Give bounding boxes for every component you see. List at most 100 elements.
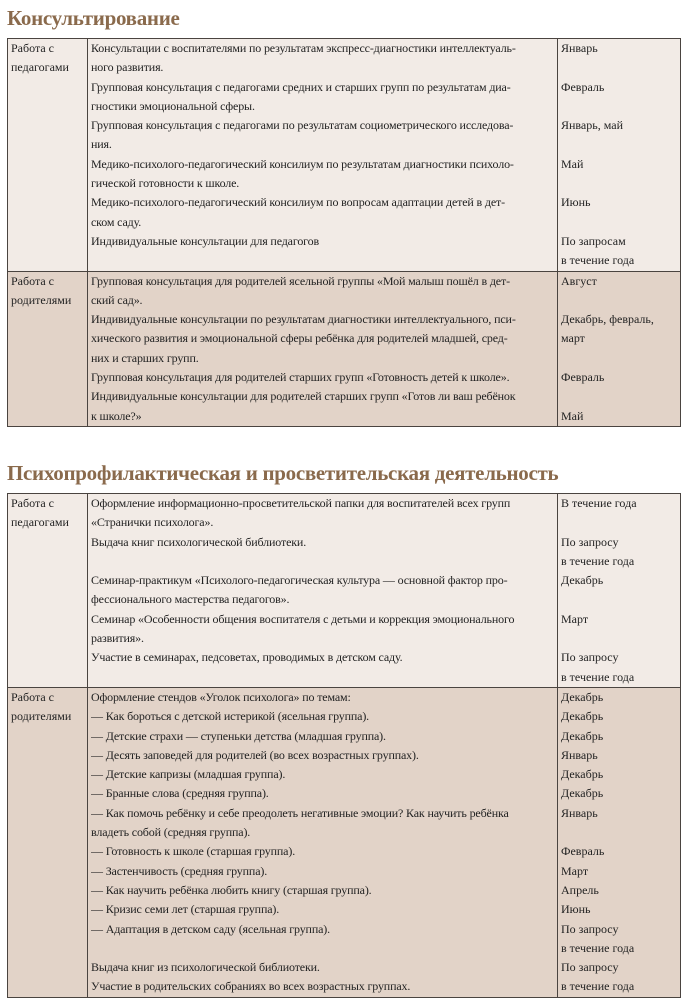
activity-line (91, 939, 554, 958)
audience-cell: Работа с родителями (7, 686, 88, 998)
activity-line: к школе?» (91, 408, 142, 423)
activity-line: Семинар «Особенности общения воспитателя… (91, 611, 515, 626)
timing-line: в течение года (561, 940, 635, 955)
table-row: Работа с родителями Оформление стендов «Уг… (7, 686, 681, 998)
timing-line (561, 513, 677, 532)
timing-line: Декабрь (561, 728, 604, 743)
activity-cell: Групповая консультация для родителей ясе… (87, 270, 558, 427)
activity-line: ский сад». (91, 292, 143, 307)
timing-line: Февраль (561, 844, 605, 859)
timing-line: в течение года (561, 553, 635, 568)
timing-line (561, 97, 677, 116)
activity-line: «Странички психолога». (91, 515, 214, 530)
timing-cell: В течение года По запросу в течение года Де… (557, 493, 681, 688)
activity-line: Групповая консультация с педагогами по р… (91, 118, 514, 133)
timing-line: Апрель (561, 882, 599, 897)
activity-line: развития». (91, 631, 144, 646)
timing-line (561, 174, 677, 193)
activity-line (91, 251, 554, 270)
timing-line: в течение года (561, 979, 635, 994)
timing-line: Июнь (561, 902, 591, 917)
audience-label: педагогами (11, 60, 69, 75)
activity-line: них и старших групп. (91, 350, 199, 365)
table-row: Работа с родителями Групповая консультация… (7, 270, 681, 427)
audience-label: Работа с (11, 273, 54, 288)
activity-line (91, 552, 554, 571)
timing-line: Январь (561, 747, 598, 762)
timing-line: Май (561, 156, 584, 171)
timing-line (561, 349, 677, 368)
timing-line: Декабрь, февраль, (561, 312, 654, 327)
timing-line: Декабрь (561, 786, 604, 801)
timing-line: По запросу (561, 534, 619, 549)
timing-line: Март (561, 863, 589, 878)
activity-line: — Как помочь ребёнку и себе преодолеть н… (91, 805, 509, 820)
activity-line: Участие в родительских собраниях во всех… (91, 979, 411, 994)
activity-line: фессионального мастерства педагогов». (91, 592, 290, 607)
consulting-table: Работа с педагогами Консультации с воспита… (7, 38, 681, 427)
timing-cell: Декабрь Декабрь Декабрь Январь Декабрь Декабр… (557, 686, 681, 998)
activity-line: Выдача книг психологической библиотеки. (91, 534, 307, 549)
activity-line: Оформление информационно-просветительско… (91, 496, 511, 510)
activity-line: ния. (91, 137, 112, 152)
activity-line: Медико-психолого-педагогический консилиу… (91, 156, 514, 171)
activity-line: ного развития. (91, 60, 164, 75)
activity-line: ском саду. (91, 214, 142, 229)
timing-line: Декабрь (561, 767, 604, 782)
activity-line: Медико-психолого-педагогический консилиу… (91, 195, 505, 210)
section-title-consulting: Консультирование (7, 6, 180, 30)
timing-line: По запросам (561, 233, 626, 248)
audience-label: Работа с (11, 689, 54, 704)
activity-line: — Застенчивость (средняя группа). (91, 863, 268, 878)
audience-label: Работа с (11, 41, 54, 55)
audience-label: родителями (11, 292, 72, 307)
timing-line (561, 590, 677, 609)
timing-line (561, 291, 677, 310)
timing-line: Февраль (561, 370, 605, 385)
activity-line: — Детские страхи — ступеньки детства (мл… (91, 728, 386, 743)
activity-line: — Готовность к школе (старшая группа). (91, 844, 296, 859)
timing-line: По запросу (561, 960, 619, 975)
activity-cell: Оформление информационно-просветительско… (87, 493, 558, 688)
timing-line: в течение года (561, 669, 635, 684)
audience-label: родителями (11, 709, 72, 724)
activity-cell: Консультации с воспитателями по результа… (87, 38, 558, 272)
timing-line: По запросу (561, 921, 619, 936)
timing-line (561, 135, 677, 154)
timing-line: Январь (561, 805, 598, 820)
audience-cell: Работа с педагогами (7, 38, 88, 272)
timing-line: Декабрь (561, 709, 604, 724)
timing-line: Январь (561, 41, 598, 55)
activity-line: — Кризис семи лет (старшая группа). (91, 902, 280, 917)
activity-line (91, 668, 554, 687)
activity-line: Выдача книг из психологической библиотек… (91, 960, 320, 975)
timing-line: Август (561, 273, 597, 288)
activity-cell: Оформление стендов «Уголок психолога» по… (87, 686, 558, 998)
timing-line: Декабрь (561, 689, 604, 704)
timing-line: в течение года (561, 253, 635, 268)
audience-label: Работа с (11, 496, 54, 510)
section-title-prevention: Психопрофилактическая и просветительская… (7, 461, 559, 485)
activity-line: гической готовности к школе. (91, 176, 240, 191)
activity-line: владеть собой (средняя группа). (91, 825, 251, 840)
timing-line (561, 823, 677, 842)
activity-line: Групповая консультация для родителей ста… (91, 370, 510, 385)
activity-line: — Как научить ребёнка любить книгу (стар… (91, 882, 372, 897)
activity-line: Индивидуальные консультации для педагого… (91, 233, 320, 248)
timing-cell: Январь Февраль Январь, май Май Июнь По запрос… (557, 38, 681, 272)
prevention-table: Работа с педагогами Оформление информацион… (7, 493, 681, 998)
timing-line: март (561, 331, 585, 346)
activity-line: Групповая консультация для родителей ясе… (91, 273, 510, 288)
activity-line: Индивидуальные консультации по результат… (91, 312, 516, 327)
timing-line: Май (561, 408, 584, 423)
activity-line: Участие в семинарах, педсоветах, проводи… (91, 650, 403, 665)
timing-line: По запросу (561, 650, 619, 665)
activity-line: хического развития и эмоциональной сферы… (91, 331, 508, 346)
activity-line: Групповая консультация с педагогами сред… (91, 79, 511, 94)
timing-line: В течение года (561, 496, 637, 510)
table-row: Работа с педагогами Оформление информацион… (7, 493, 681, 688)
activity-line: — Как бороться с детской истерикой (ясел… (91, 709, 370, 724)
activity-line: — Бранные слова (средняя группа). (91, 786, 269, 801)
activity-line: Индивидуальные консультации для родителе… (91, 389, 516, 404)
audience-cell: Работа с педагогами (7, 493, 88, 688)
